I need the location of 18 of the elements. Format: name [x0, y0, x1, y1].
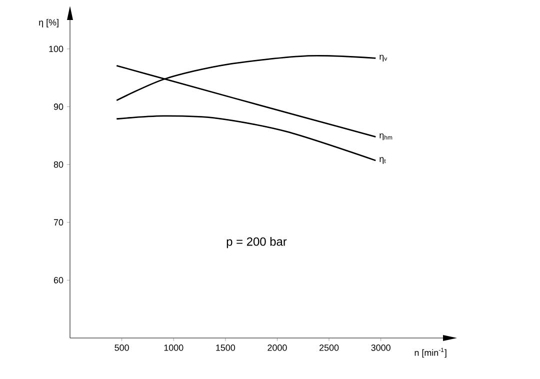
x-tick-label: 1500: [216, 344, 236, 351]
x-tick-label: 2000: [268, 344, 287, 351]
line-series: [116, 115, 376, 162]
y-axis-title: η [%]: [39, 19, 58, 28]
y-tick-label: 70: [54, 219, 64, 226]
x-axis-title: n [min$^{-1}$]: [414, 348, 446, 358]
annotation: p = 200 bar: [226, 237, 287, 248]
x-tick-label: 3000: [371, 344, 390, 351]
x-tick-label: 2500: [320, 344, 339, 351]
series-label: η$_{hm}$: [380, 133, 392, 140]
series-label: η$_{v}$: [380, 54, 388, 62]
x-tick-label: 500: [114, 344, 129, 351]
series-label: η$_{t}$: [380, 157, 386, 164]
y-tick-label: 80: [54, 161, 64, 168]
y-tick-label: 90: [54, 104, 64, 110]
y-tick-label: 100: [49, 46, 64, 52]
x-tick-label: 1000: [164, 344, 184, 351]
y-tick-label: 60: [54, 277, 64, 284]
